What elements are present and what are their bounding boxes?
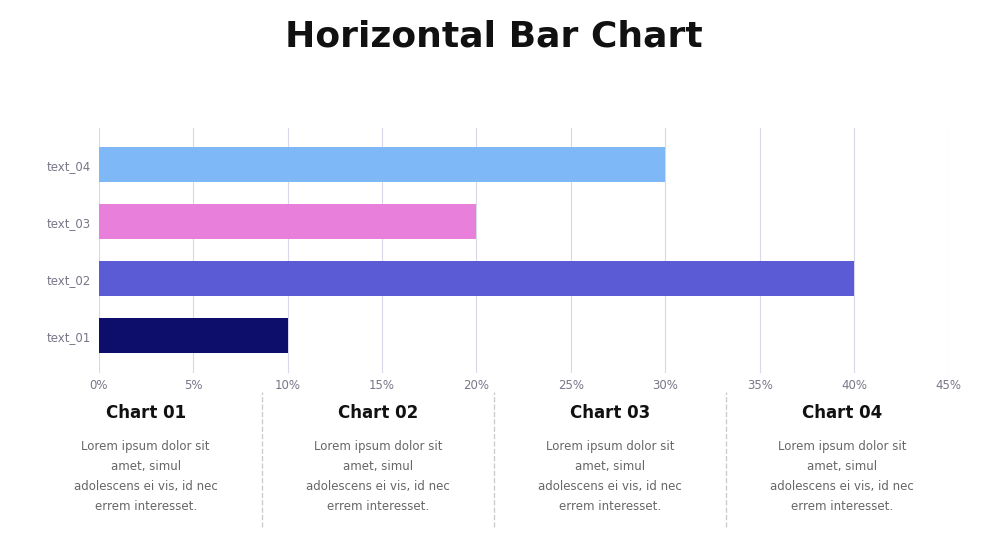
Text: Lorem ipsum dolor sit
amet, simul
adolescens ei vis, id nec
errem interesset.: Lorem ipsum dolor sit amet, simul adoles… — [74, 440, 217, 513]
Text: Chart 02: Chart 02 — [338, 404, 418, 421]
Text: Chart 01: Chart 01 — [106, 404, 186, 421]
Bar — [99, 261, 854, 296]
Bar — [99, 204, 476, 240]
Text: Chart 03: Chart 03 — [570, 404, 650, 421]
Text: Lorem ipsum dolor sit
amet, simul
adolescens ei vis, id nec
errem interesset.: Lorem ipsum dolor sit amet, simul adoles… — [538, 440, 682, 513]
Text: Lorem ipsum dolor sit
amet, simul
adolescens ei vis, id nec
errem interesset.: Lorem ipsum dolor sit amet, simul adoles… — [306, 440, 450, 513]
Text: Lorem ipsum dolor sit
amet, simul
adolescens ei vis, id nec
errem interesset.: Lorem ipsum dolor sit amet, simul adoles… — [771, 440, 914, 513]
Text: Horizontal Bar Chart: Horizontal Bar Chart — [286, 19, 702, 53]
Bar — [99, 318, 288, 353]
Text: Chart 04: Chart 04 — [802, 404, 882, 421]
Bar — [99, 147, 665, 182]
